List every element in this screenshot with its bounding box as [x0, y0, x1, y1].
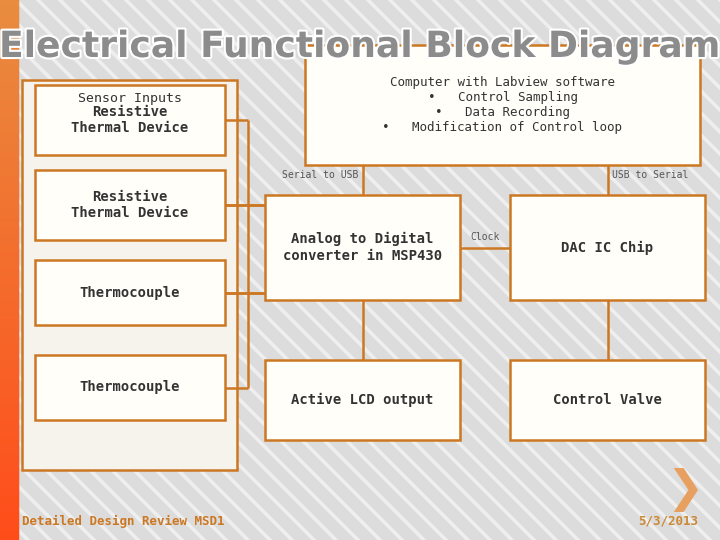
- Text: Resistive
Thermal Device: Resistive Thermal Device: [71, 190, 189, 220]
- FancyBboxPatch shape: [35, 260, 225, 325]
- Text: ❯: ❯: [667, 468, 703, 512]
- FancyBboxPatch shape: [510, 360, 705, 440]
- Text: Control Valve: Control Valve: [553, 393, 662, 407]
- FancyBboxPatch shape: [22, 80, 237, 470]
- FancyBboxPatch shape: [510, 195, 705, 300]
- Text: Clock: Clock: [470, 233, 500, 242]
- Text: Thermocouple: Thermocouple: [80, 286, 180, 300]
- Text: Analog to Digital
converter in MSP430: Analog to Digital converter in MSP430: [283, 232, 442, 262]
- Text: Computer with Labview software
•   Control Sampling
•   Data Recording
•   Modif: Computer with Labview software • Control…: [382, 76, 623, 134]
- FancyBboxPatch shape: [265, 195, 460, 300]
- FancyBboxPatch shape: [265, 360, 460, 440]
- Text: USB to Serial: USB to Serial: [611, 170, 688, 180]
- Text: Detailed Design Review MSD1: Detailed Design Review MSD1: [22, 515, 225, 528]
- Text: Electrical Functional Block Diagram: Electrical Functional Block Diagram: [0, 30, 720, 64]
- FancyBboxPatch shape: [35, 355, 225, 420]
- Text: Serial to USB: Serial to USB: [282, 170, 359, 180]
- Text: Sensor Inputs: Sensor Inputs: [78, 92, 181, 105]
- Text: 5/3/2013: 5/3/2013: [638, 515, 698, 528]
- Text: Thermocouple: Thermocouple: [80, 381, 180, 395]
- FancyBboxPatch shape: [35, 170, 225, 240]
- Text: Active LCD output: Active LCD output: [292, 393, 433, 407]
- Text: DAC IC Chip: DAC IC Chip: [562, 240, 654, 254]
- FancyBboxPatch shape: [305, 45, 700, 165]
- Text: Resistive
Thermal Device: Resistive Thermal Device: [71, 105, 189, 135]
- FancyBboxPatch shape: [35, 85, 225, 155]
